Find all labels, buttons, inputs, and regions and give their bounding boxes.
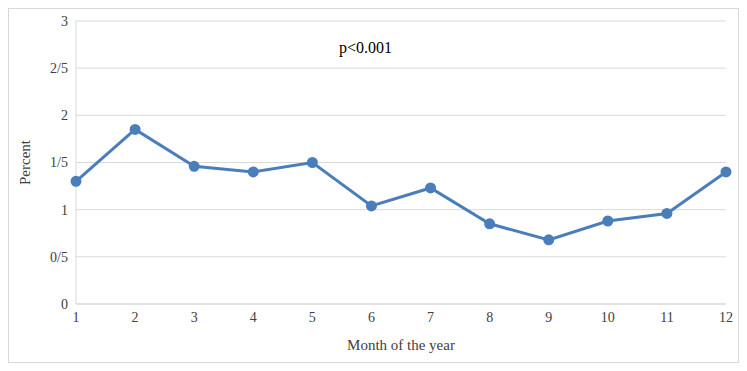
svg-text:4: 4	[250, 310, 257, 325]
svg-text:1/5: 1/5	[50, 155, 68, 170]
svg-text:1: 1	[73, 310, 80, 325]
svg-text:7: 7	[427, 310, 434, 325]
svg-text:8: 8	[486, 310, 493, 325]
svg-text:3: 3	[61, 14, 68, 29]
html-text:p<0.001: p<0.001	[339, 39, 392, 56]
svg-text:2/5: 2/5	[50, 61, 68, 76]
svg-text:2: 2	[132, 310, 139, 325]
svg-text:0/5: 0/5	[50, 250, 68, 265]
svg-text:1: 1	[61, 203, 68, 218]
svg-text:5: 5	[309, 310, 316, 325]
svg-text:11: 11	[660, 310, 673, 325]
svg-text:3: 3	[191, 310, 198, 325]
svg-text:Percent: Percent	[17, 139, 33, 185]
svg-text:9: 9	[545, 310, 552, 325]
svg-text:12: 12	[719, 310, 733, 325]
svg-text:Month of the year: Month of the year	[347, 337, 455, 353]
svg-text:2: 2	[61, 108, 68, 123]
svg-text:10: 10	[601, 310, 615, 325]
svg-text:0: 0	[61, 297, 68, 312]
svg-text:6: 6	[368, 310, 375, 325]
